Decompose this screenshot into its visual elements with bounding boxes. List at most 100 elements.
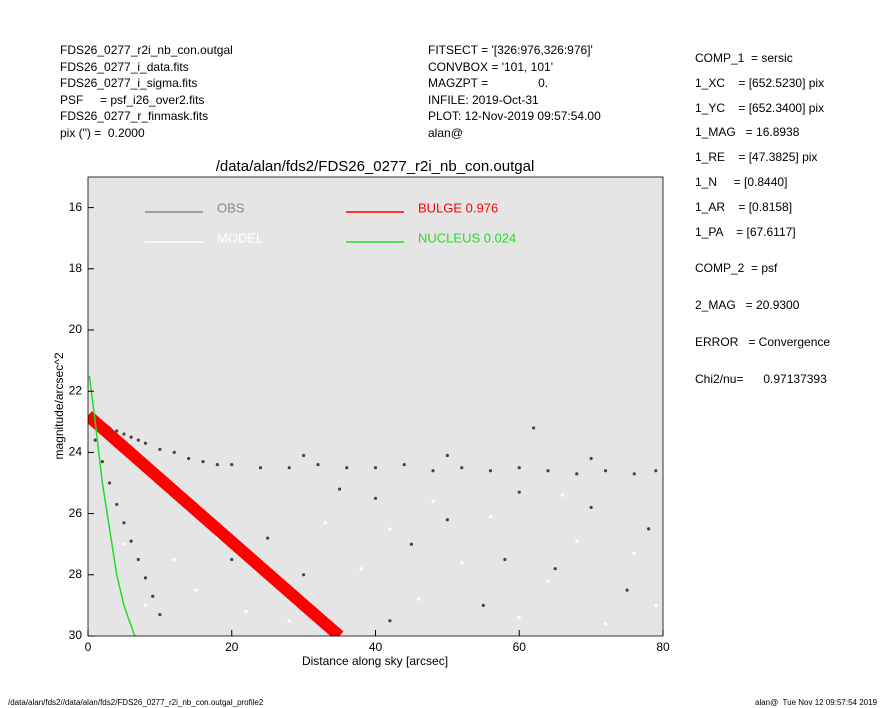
data-point [215, 463, 219, 467]
data-point [654, 603, 658, 608]
data-point [230, 557, 234, 562]
data-point [115, 429, 119, 433]
data-point [373, 466, 378, 470]
header-right-line: COMP_2 = psf [695, 261, 778, 276]
data-point [323, 521, 327, 525]
header-left-line: pix (") = 0.2000 [60, 125, 145, 140]
header-right-line: 1_YC = [652.3400] pix [695, 100, 825, 115]
data-point [158, 447, 162, 451]
header-right-line: COMP_1 = sersic [695, 51, 793, 65]
data-point [287, 619, 291, 623]
legend-label: NUCLEUS 0.024 [418, 230, 516, 245]
header-middle-line: PLOT: 12-Nov-2019 09:57:54.00 [428, 109, 601, 123]
data-point [143, 441, 148, 445]
data-point [122, 542, 126, 546]
data-point [560, 493, 564, 497]
data-point [187, 456, 191, 461]
header-left-line: FDS26_0277_r_finmask.fits [60, 109, 209, 123]
data-point [100, 459, 104, 464]
data-point [431, 469, 435, 473]
header-left-line: FDS26_0277_i_sigma.fits [60, 76, 198, 90]
data-point [503, 557, 507, 562]
data-point [575, 472, 579, 476]
data-point [460, 466, 464, 470]
data-point [445, 453, 449, 458]
data-point [488, 515, 493, 519]
header-right-line: 1_N = [0.8440] [695, 175, 788, 189]
y-tick-label: 28 [69, 567, 83, 581]
header-left-line: FDS26_0277_i_data.fits [60, 59, 189, 74]
data-point [654, 469, 658, 473]
header-left-line: PSF = psf_i26_over2.fits [60, 92, 205, 107]
data-point [266, 536, 270, 540]
data-point [460, 560, 464, 565]
data-point [632, 472, 636, 476]
data-point [129, 539, 133, 543]
plot-area [88, 177, 663, 636]
chart: /data/alan/fds2/FDS26_0277_r2i_nb_con.ou… [52, 158, 670, 668]
y-tick-label: 22 [69, 383, 83, 397]
data-point [122, 521, 126, 525]
x-tick-label: 80 [656, 640, 670, 654]
y-tick-label: 30 [69, 628, 83, 642]
data-point [258, 466, 263, 470]
y-axis-label: magnitude/arcsec^2 [52, 352, 66, 459]
data-point [122, 432, 126, 436]
header-right-line: ERROR = Convergence [695, 335, 831, 349]
data-point [647, 527, 651, 531]
data-point [603, 469, 608, 473]
data-point [201, 459, 205, 464]
header-right-line: 1_AR = [0.8158] [695, 199, 793, 214]
data-point [575, 539, 579, 543]
data-point [481, 603, 485, 608]
chart-title: /data/alan/fds2/FDS26_0277_r2i_nb_con.ou… [216, 158, 535, 175]
model-line [88, 375, 136, 636]
data-point [553, 567, 557, 571]
data-point [445, 518, 449, 522]
header-right-line: Chi2/nu= 0.97137393 [695, 371, 827, 386]
header-right-line: 1_PA = [67.6117] [695, 224, 796, 239]
header-right-line: 2_MAG = 20.9300 [695, 298, 800, 313]
data-point [337, 487, 342, 491]
y-tick-label: 26 [69, 506, 83, 520]
header-right-line: 1_XC = [652.5230] pix [695, 75, 825, 90]
footer-left: /data/alan/fds2//data/alan/fds2/FDS26_02… [8, 698, 264, 707]
data-point [194, 588, 198, 592]
data-point [136, 557, 140, 562]
y-tick-label: 24 [69, 445, 83, 459]
data-point [402, 463, 406, 467]
data-point [589, 456, 593, 461]
data-point [388, 619, 392, 623]
data-point [625, 588, 629, 592]
data-point [302, 573, 306, 577]
data-point [388, 527, 392, 531]
y-tick-label: 16 [69, 200, 83, 214]
data-point [359, 567, 363, 571]
x-tick-label: 0 [85, 640, 92, 654]
data-point [532, 426, 536, 430]
data-point [488, 469, 493, 473]
x-tick-label: 20 [225, 640, 239, 654]
x-tick-label: 60 [513, 640, 527, 654]
data-point [517, 490, 521, 494]
data-point [136, 438, 140, 442]
data-point [417, 597, 421, 601]
data-point [302, 453, 306, 458]
header-right-line: 1_MAG = 16.8938 [695, 125, 800, 140]
data-point [230, 463, 234, 467]
model-band [88, 411, 344, 636]
data-point [517, 466, 521, 470]
data-point [287, 466, 291, 470]
data-point [115, 502, 119, 507]
data-point [143, 576, 148, 580]
data-point [517, 616, 521, 620]
y-tick-label: 20 [69, 322, 83, 336]
data-point [172, 557, 176, 562]
data-point [172, 450, 176, 454]
x-tick-label: 40 [369, 640, 383, 654]
x-axis-label: Distance along sky [arcsec] [302, 654, 448, 668]
data-point [107, 481, 112, 485]
data-point [589, 505, 593, 510]
data-point [409, 542, 414, 546]
